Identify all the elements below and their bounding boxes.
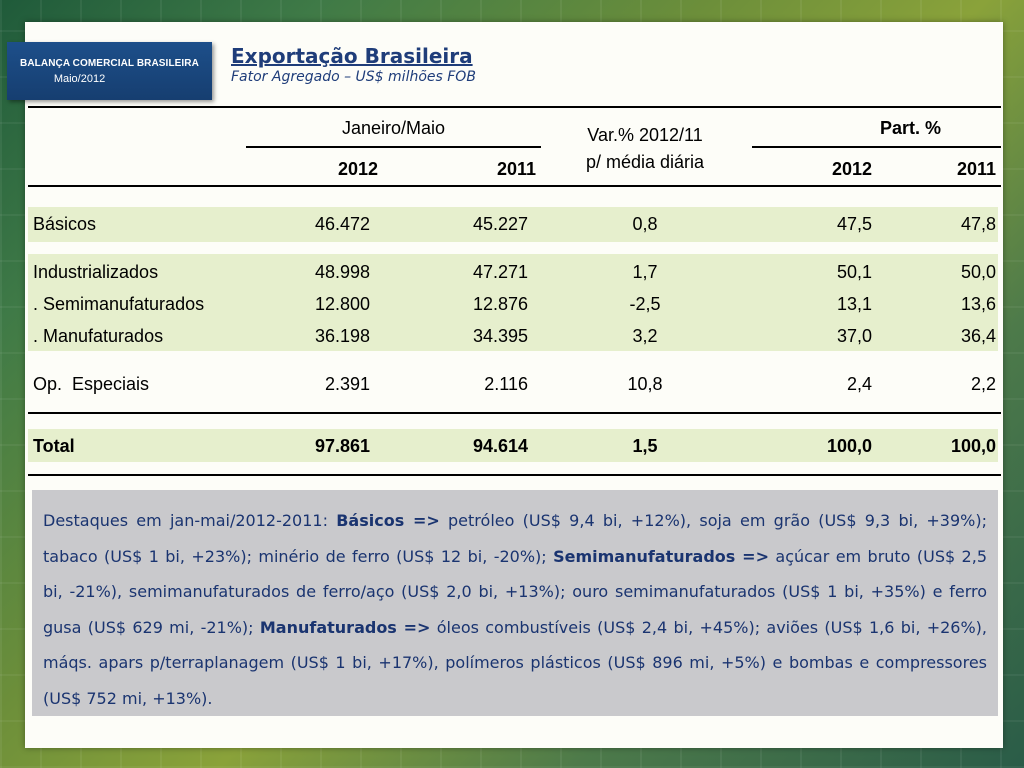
cell-2012: 48.998	[314, 262, 370, 282]
cell-part-2012: 100,0	[826, 436, 872, 456]
cell-part-2012: 2,4	[846, 374, 872, 394]
rule-group-part	[752, 146, 1001, 148]
row-label: . Semimanufaturados	[33, 294, 205, 314]
row-label: Industrializados	[33, 262, 159, 282]
highlights-key-semimanufaturados: Semimanufaturados =>	[553, 546, 769, 566]
row-label: Op. Especiais	[33, 374, 150, 394]
page-title: Exportação Brasileira	[231, 44, 473, 68]
rule-bottom	[28, 474, 1001, 476]
cell-var: 10,8	[627, 374, 663, 394]
cell-2012: 97.861	[314, 436, 370, 456]
title-block: Exportação Brasileira Fator Agregado – U…	[231, 44, 476, 85]
cell-2011: 47.271	[472, 262, 528, 282]
badge-period: Maio/2012	[53, 73, 106, 85]
cell-part-2012: 47,5	[836, 214, 872, 234]
cell-part-2012: 13,1	[836, 294, 872, 314]
export-table: Janeiro/Maio Var.% 2012/11 p/ média diár…	[28, 106, 1001, 476]
cell-2011: 94.614	[472, 436, 528, 456]
cell-2012: 12.800	[314, 294, 370, 314]
cell-part-2011: 47,8	[960, 214, 996, 234]
highlights-box: Destaques em jan-mai/2012-2011: Básicos …	[32, 490, 998, 716]
cell-2011: 12.876	[472, 294, 528, 314]
row-label: . Manufaturados	[33, 326, 164, 346]
highlights-basicos: petróleo (US$ 9,4 bi, +12%), soja em grã…	[43, 511, 987, 566]
highlights-manufaturados: óleos combustíveis (US$ 2,4 bi, +45%); a…	[43, 617, 988, 708]
cell-2012: 36.198	[314, 326, 370, 346]
badge-title: BALANÇA COMERCIAL BRASILEIRA	[20, 58, 199, 69]
highlights-intro: Destaques em jan-mai/2012-2011:	[43, 511, 337, 530]
cell-part-2011: 2,2	[970, 374, 996, 394]
cell-var: -2,5	[629, 294, 661, 314]
header-part-2011: 2011	[956, 159, 996, 179]
cell-2012: 2.391	[324, 374, 370, 394]
cell-2012: 46.472	[314, 214, 370, 234]
cell-part-2011: 50,0	[960, 262, 996, 282]
header-2011: 2011	[496, 159, 536, 179]
highlights-text: Destaques em jan-mai/2012-2011: Básicos …	[43, 503, 987, 716]
rule-group-jan	[246, 146, 541, 148]
highlights-semimanufaturados: açúcar em bruto (US$ 2,5 bi, -21%), semi…	[43, 546, 988, 637]
cell-2011: 34.395	[472, 326, 528, 346]
cell-2011: 45.227	[472, 214, 528, 234]
row-band-basicos	[28, 207, 998, 242]
cell-part-2011: 100,0	[950, 436, 996, 456]
rule-top	[28, 106, 1001, 108]
row-band-total	[28, 429, 998, 462]
rule-header-bottom	[28, 185, 1001, 187]
cell-part-2012: 50,1	[836, 262, 872, 282]
header-var-line1: Var.% 2012/11	[587, 125, 703, 145]
row-band-industrializados	[28, 254, 998, 351]
highlights-key-basicos: Básicos =>	[336, 511, 440, 530]
header-var-line2: p/ média diária	[585, 152, 705, 172]
page-subtitle: Fator Agregado – US$ milhões FOB	[231, 69, 476, 85]
header-part: Part. %	[880, 118, 942, 138]
highlights-key-manufaturados: Manufaturados =>	[259, 617, 431, 637]
cell-part-2011: 36,4	[960, 326, 996, 346]
header-jan-maio: Janeiro/Maio	[341, 118, 446, 138]
rule-before-total	[28, 412, 1001, 414]
cell-var: 3,2	[632, 326, 658, 346]
cell-var: 0,8	[632, 214, 658, 234]
row-label: Total	[33, 436, 75, 456]
header-2012: 2012	[337, 159, 378, 179]
cell-var: 1,5	[632, 436, 658, 456]
report-badge: BALANÇA COMERCIAL BRASILEIRA Maio/2012	[7, 42, 212, 100]
header-part-2012: 2012	[831, 159, 872, 179]
cell-2011: 2.116	[484, 374, 528, 394]
cell-var: 1,7	[632, 262, 658, 282]
cell-part-2011: 13,6	[960, 294, 996, 314]
cell-part-2012: 37,0	[836, 326, 872, 346]
row-label: Básicos	[33, 214, 97, 234]
